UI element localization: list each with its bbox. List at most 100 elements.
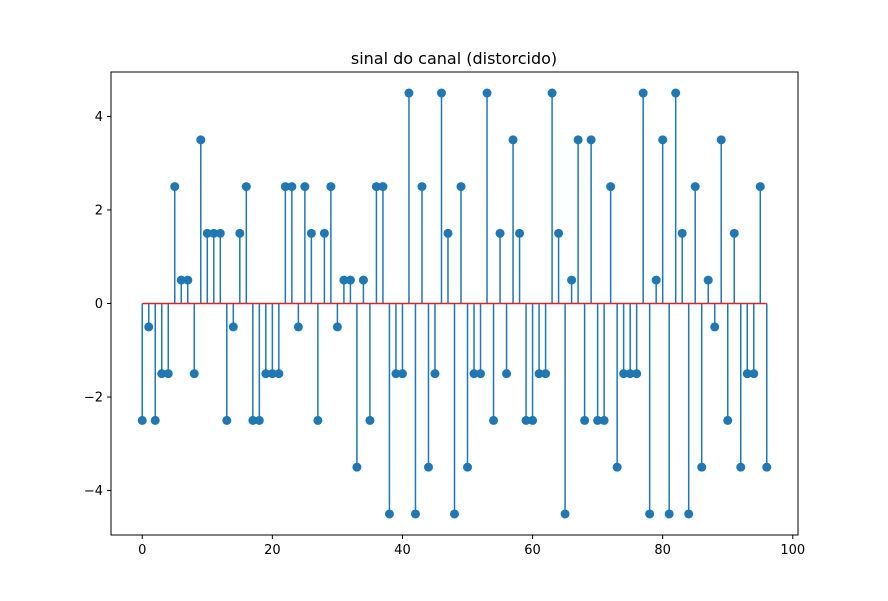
stem-marker [189,369,199,379]
stem-marker [586,135,596,145]
stem-marker [170,182,180,192]
stem-marker [469,369,479,379]
stem-marker [163,369,173,379]
stem-marker [241,182,251,192]
y-tick-label: 0 [95,297,103,312]
stem-marker [560,509,570,519]
stem-marker [365,415,375,425]
x-tick-label: 40 [394,543,411,558]
stem-marker [677,228,687,238]
stem-marker [547,88,557,98]
y-tick-label: 2 [95,203,103,218]
stem-marker [593,415,603,425]
stem-marker [703,275,713,285]
stem-marker [450,509,459,519]
stem-marker [749,369,759,379]
stem-marker [651,275,661,285]
stem-marker [280,182,290,192]
stem-marker [723,415,733,425]
stem-marker [410,509,420,519]
stem-marker [456,182,466,192]
stem-marker [658,135,668,145]
axis-ticks: 0 20 40 60 80 100 −4 −2 0 2 4 [84,110,805,558]
stem-marker [502,369,512,379]
stem-marker [534,369,544,379]
stem-marker [599,415,609,425]
stem-marker [619,369,629,379]
stem-marker [697,462,707,472]
stem-marker [443,228,453,238]
stem-marker [580,415,590,425]
stem-marker [254,415,264,425]
stem-marker [482,88,492,98]
y-tick-label: −2 [84,391,103,406]
stem-marker [508,135,518,145]
stem-marker [638,88,648,98]
stem-marker [762,462,772,472]
stem-marker [632,369,642,379]
x-tick-label: 20 [264,543,281,558]
stem-marker [404,88,414,98]
stem-marker [222,415,232,425]
stem-marker [567,275,577,285]
stem-marker [196,135,206,145]
stem-marker [378,182,388,192]
stem-marker [729,228,739,238]
stem-marker [326,182,336,192]
stem-marker [313,415,323,425]
stem-marker [397,369,407,379]
stem-marker [183,275,193,285]
stem-marker [371,182,381,192]
stem-marker [716,135,726,145]
stem-marker [300,182,310,192]
stem-marker [248,415,258,425]
stem-marker [528,415,538,425]
stem-marker [489,415,499,425]
stem-marker [664,509,674,519]
stem-marker [736,462,746,472]
stem-marker [384,509,394,519]
stem-marker [554,228,564,238]
stem-marker [352,462,362,472]
x-tick-label: 0 [138,543,146,558]
stem-marker [274,369,284,379]
plot-area [137,88,772,519]
stem-marker [573,135,583,145]
stem-marker [625,369,635,379]
x-tick-label: 80 [654,543,671,558]
stem-marker [144,322,154,332]
stem-marker [215,228,225,238]
stem-marker [358,275,368,285]
stem-marker [671,88,681,98]
stem-marker [228,322,238,332]
stem-marker [235,228,245,238]
stem-marker [710,322,720,332]
stem-marker [463,462,473,472]
stem-marker [690,182,700,192]
stem-marker [202,228,212,238]
stem-marker [287,182,297,192]
x-tick-label: 100 [780,543,805,558]
stem-marker [476,369,486,379]
stem-marker [306,228,316,238]
stem-marker [606,182,616,192]
y-tick-label: −4 [84,484,103,499]
stem-marker [293,322,303,332]
stem-marker [261,369,271,379]
stem-marker [332,322,342,332]
stem-marker [495,228,505,238]
stem-marker [339,275,349,285]
stem-marker [684,509,694,519]
stem-marker [423,462,433,472]
stem-marker [755,182,765,192]
stem-marker [391,369,401,379]
stem-marker [436,88,446,98]
chart-title: sinal do canal (distorcido) [351,49,557,68]
x-tick-label: 60 [524,543,541,558]
stem-marker [157,369,167,379]
y-tick-label: 4 [95,110,103,125]
stem-marker [742,369,752,379]
stem-marker [150,415,160,425]
